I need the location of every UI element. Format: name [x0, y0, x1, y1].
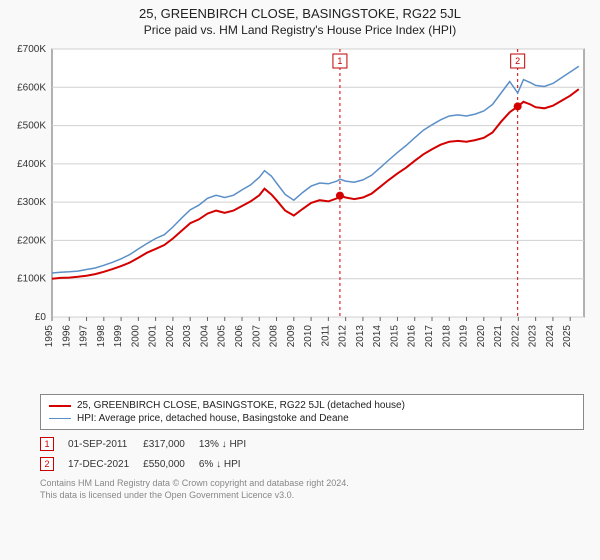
- svg-text:1996: 1996: [61, 325, 72, 348]
- svg-text:2010: 2010: [303, 325, 314, 348]
- legend-label: 25, GREENBIRCH CLOSE, BASINGSTOKE, RG22 …: [77, 400, 405, 411]
- legend-swatch: [49, 405, 71, 407]
- sale-marker-icon: 2: [40, 457, 54, 471]
- svg-text:2008: 2008: [269, 325, 280, 348]
- legend: 25, GREENBIRCH CLOSE, BASINGSTOKE, RG22 …: [40, 394, 584, 430]
- svg-text:2022: 2022: [510, 325, 521, 348]
- svg-text:2000: 2000: [130, 325, 141, 348]
- svg-text:2002: 2002: [165, 325, 176, 348]
- svg-text:2001: 2001: [148, 325, 159, 348]
- svg-text:2015: 2015: [389, 325, 400, 348]
- svg-text:2006: 2006: [234, 325, 245, 348]
- sales-table: 1 01-SEP-2011 £317,000 13% ↓ HPI 2 17-DE…: [40, 434, 584, 474]
- svg-text:2011: 2011: [320, 325, 331, 347]
- svg-text:£0: £0: [35, 312, 47, 323]
- svg-text:1999: 1999: [113, 325, 124, 348]
- svg-text:2: 2: [515, 56, 520, 66]
- page-title: 25, GREENBIRCH CLOSE, BASINGSTOKE, RG22 …: [0, 6, 600, 21]
- svg-text:1: 1: [337, 56, 342, 66]
- legend-item: HPI: Average price, detached house, Basi…: [49, 412, 575, 425]
- svg-text:£400K: £400K: [17, 159, 46, 170]
- chart-svg: £0 £100K £200K £300K £400K £500K £600K £700K 199…: [8, 43, 592, 383]
- svg-text:2025: 2025: [562, 325, 573, 348]
- svg-text:2014: 2014: [372, 325, 383, 348]
- svg-text:2005: 2005: [217, 325, 228, 348]
- sale-date: 01-SEP-2011: [68, 434, 143, 454]
- svg-text:2012: 2012: [338, 325, 349, 348]
- page-subtitle: Price paid vs. HM Land Registry's House …: [0, 23, 600, 37]
- sale-pct: 13%: [199, 439, 219, 450]
- svg-text:2020: 2020: [476, 325, 487, 348]
- arrow-down-icon: ↓: [216, 459, 221, 470]
- legend-label: HPI: Average price, detached house, Basi…: [77, 413, 349, 424]
- svg-text:2024: 2024: [545, 325, 556, 348]
- svg-text:2018: 2018: [441, 325, 452, 348]
- svg-text:2007: 2007: [251, 325, 262, 348]
- svg-text:2004: 2004: [199, 325, 210, 348]
- svg-text:2003: 2003: [182, 325, 193, 348]
- svg-text:2019: 2019: [459, 325, 470, 348]
- legend-item: 25, GREENBIRCH CLOSE, BASINGSTOKE, RG22 …: [49, 399, 575, 412]
- svg-text:£700K: £700K: [17, 44, 46, 55]
- footer-line: This data is licensed under the Open Gov…: [40, 490, 584, 502]
- sale-marker-icon: 1: [40, 437, 54, 451]
- svg-text:1997: 1997: [79, 325, 90, 348]
- sale-price: £317,000: [143, 434, 199, 454]
- svg-text:2023: 2023: [528, 325, 539, 348]
- svg-text:2013: 2013: [355, 325, 366, 348]
- table-row: 2 17-DEC-2021 £550,000 6% ↓ HPI: [40, 454, 260, 474]
- svg-text:1998: 1998: [96, 325, 107, 348]
- svg-text:2017: 2017: [424, 325, 435, 348]
- svg-text:£100K: £100K: [17, 274, 46, 285]
- svg-text:£600K: £600K: [17, 82, 46, 93]
- svg-text:2009: 2009: [286, 325, 297, 348]
- svg-text:1995: 1995: [44, 325, 55, 348]
- svg-text:2016: 2016: [407, 325, 418, 348]
- sale-vs: HPI: [224, 459, 241, 470]
- sale-vs: HPI: [229, 439, 246, 450]
- sale-price: £550,000: [143, 454, 199, 474]
- arrow-down-icon: ↓: [222, 439, 227, 450]
- footer-attribution: Contains HM Land Registry data © Crown c…: [40, 478, 584, 501]
- svg-text:£200K: £200K: [17, 235, 46, 246]
- svg-text:2021: 2021: [493, 325, 504, 348]
- table-row: 1 01-SEP-2011 £317,000 13% ↓ HPI: [40, 434, 260, 454]
- footer-line: Contains HM Land Registry data © Crown c…: [40, 478, 584, 490]
- sale-pct: 6%: [199, 459, 213, 470]
- svg-text:£300K: £300K: [17, 197, 46, 208]
- svg-text:£500K: £500K: [17, 121, 46, 132]
- price-chart: £0 £100K £200K £300K £400K £500K £600K £700K 199…: [8, 43, 592, 388]
- sale-date: 17-DEC-2021: [68, 454, 143, 474]
- legend-swatch: [49, 418, 71, 419]
